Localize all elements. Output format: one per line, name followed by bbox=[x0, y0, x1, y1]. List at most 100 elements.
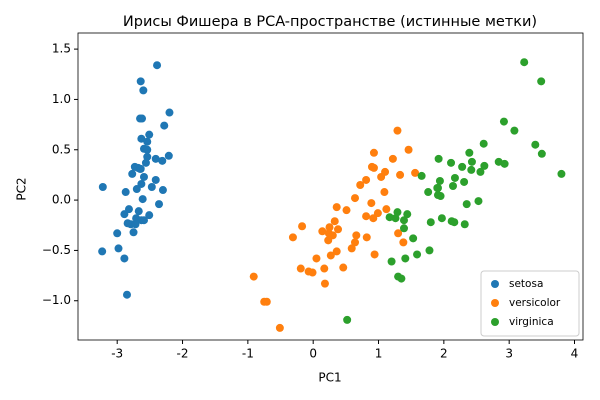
point bbox=[479, 139, 488, 148]
point bbox=[350, 194, 359, 203]
point bbox=[499, 117, 508, 126]
point bbox=[330, 217, 339, 226]
point bbox=[448, 181, 457, 190]
point bbox=[343, 315, 352, 324]
point bbox=[131, 220, 140, 229]
point bbox=[145, 211, 154, 220]
chart-title: Ирисы Фишера в PCA-пространстве (истинны… bbox=[123, 14, 537, 30]
point bbox=[467, 165, 476, 174]
point bbox=[124, 205, 133, 214]
point bbox=[139, 172, 148, 181]
point bbox=[132, 185, 141, 194]
x-tick-label: -2 bbox=[177, 347, 189, 361]
point bbox=[128, 169, 137, 178]
x-tick-label: 0 bbox=[309, 347, 317, 361]
point bbox=[122, 290, 131, 299]
y-tick-label: −1.0 bbox=[42, 293, 71, 307]
point bbox=[136, 77, 145, 86]
point bbox=[393, 208, 402, 217]
point bbox=[450, 218, 459, 227]
point bbox=[537, 77, 546, 86]
point bbox=[465, 148, 474, 157]
point bbox=[147, 183, 156, 192]
point bbox=[476, 167, 485, 176]
point bbox=[510, 126, 519, 135]
point bbox=[494, 157, 503, 166]
point bbox=[388, 154, 397, 163]
point bbox=[404, 145, 413, 154]
point bbox=[537, 149, 546, 158]
legend-box bbox=[480, 270, 580, 337]
point bbox=[143, 137, 152, 146]
point bbox=[332, 203, 341, 212]
point bbox=[262, 297, 271, 306]
point bbox=[298, 222, 307, 231]
point bbox=[123, 219, 132, 228]
point bbox=[447, 158, 456, 167]
point bbox=[367, 162, 376, 171]
point bbox=[393, 126, 402, 135]
point bbox=[136, 164, 145, 173]
point bbox=[318, 227, 327, 236]
point bbox=[370, 250, 379, 259]
point bbox=[391, 214, 400, 223]
point bbox=[458, 162, 467, 171]
x-tick-label: 1 bbox=[375, 347, 383, 361]
point bbox=[143, 145, 152, 154]
point bbox=[136, 114, 145, 123]
point bbox=[369, 214, 378, 223]
point bbox=[339, 263, 348, 272]
plot-frame bbox=[77, 32, 584, 341]
point bbox=[296, 264, 305, 273]
point bbox=[153, 61, 162, 70]
y-tick-label: −0.5 bbox=[42, 243, 71, 257]
legend-marker bbox=[491, 318, 499, 326]
point bbox=[401, 254, 410, 263]
point bbox=[155, 200, 164, 209]
x-axis-label: PC1 bbox=[318, 371, 341, 385]
point bbox=[139, 216, 148, 225]
point bbox=[399, 238, 408, 247]
point bbox=[332, 247, 341, 256]
point bbox=[362, 212, 371, 221]
y-tick-label: 1.5 bbox=[52, 42, 71, 56]
point bbox=[164, 151, 173, 160]
point bbox=[129, 228, 138, 237]
x-tick-label: 4 bbox=[571, 347, 579, 361]
point bbox=[362, 175, 371, 184]
y-tick-label: 1.0 bbox=[52, 92, 71, 106]
point bbox=[151, 154, 160, 163]
point bbox=[114, 244, 123, 253]
point bbox=[165, 108, 174, 117]
point bbox=[342, 206, 351, 215]
legend-label: versicolor bbox=[509, 297, 561, 309]
point bbox=[137, 134, 146, 143]
point bbox=[143, 152, 152, 161]
point bbox=[403, 210, 412, 219]
legend-label: virginica bbox=[509, 316, 554, 328]
x-tick-label: 2 bbox=[440, 347, 448, 361]
point bbox=[433, 191, 442, 200]
point bbox=[356, 180, 365, 189]
point bbox=[433, 184, 442, 193]
point bbox=[413, 250, 422, 259]
point bbox=[467, 157, 476, 166]
point bbox=[325, 223, 334, 232]
point bbox=[304, 267, 313, 276]
point bbox=[460, 220, 469, 229]
point bbox=[141, 158, 150, 167]
point bbox=[434, 154, 443, 163]
point bbox=[520, 58, 529, 67]
legend-marker bbox=[491, 299, 499, 307]
legend-label: setosa bbox=[509, 278, 543, 290]
y-tick-label: 0.5 bbox=[52, 142, 71, 156]
point bbox=[462, 200, 471, 209]
point bbox=[387, 257, 396, 266]
point bbox=[460, 177, 469, 186]
y-axis-label: PC2 bbox=[15, 177, 29, 200]
x-tick-label: -3 bbox=[111, 347, 123, 361]
point bbox=[474, 197, 483, 206]
point bbox=[399, 224, 408, 233]
point bbox=[320, 279, 329, 288]
